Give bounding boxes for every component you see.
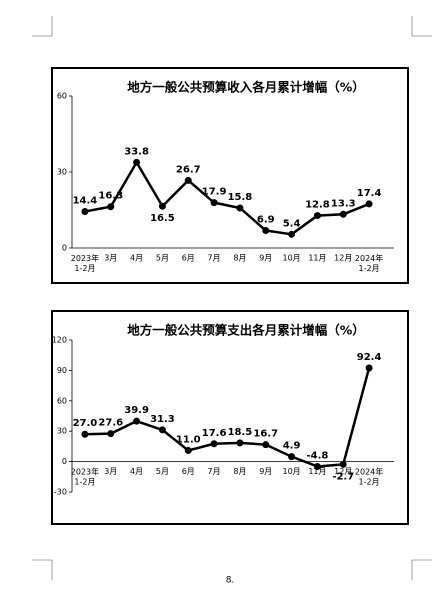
x-tick-label: 12月: [334, 254, 352, 263]
x-tick-label: 8月: [233, 467, 246, 476]
marker: [107, 430, 115, 438]
marker: [210, 199, 218, 207]
y-tick-label: 60: [57, 92, 67, 101]
data-label: 39.9: [124, 405, 149, 416]
data-label: 27.6: [98, 418, 123, 429]
data-label: 17.6: [202, 428, 227, 439]
chart-frame: [51, 310, 409, 525]
marker: [81, 430, 89, 438]
data-label: 14.4: [73, 196, 98, 207]
data-label: 6.9: [257, 215, 275, 226]
x-tick-label: 2023年 1-2月: [71, 253, 99, 273]
y-tick-label: 120: [52, 336, 67, 345]
marker: [365, 200, 373, 208]
marker: [288, 230, 296, 238]
y-tick-label: 0: [62, 457, 67, 466]
data-label: 17.4: [357, 188, 382, 199]
marker: [158, 202, 166, 210]
data-label: 13.3: [331, 198, 356, 209]
data-label: 16.7: [253, 429, 278, 440]
marker: [184, 446, 192, 454]
marker: [262, 227, 270, 235]
line: [84, 161, 370, 236]
x-tick-label: 5月: [156, 467, 169, 476]
marker: [313, 462, 321, 470]
x-tick-label: 4月: [130, 467, 143, 476]
data-label: 26.7: [176, 164, 201, 175]
marker: [184, 176, 192, 184]
marker: [313, 212, 321, 220]
x-tick-label: 3月: [104, 254, 117, 263]
marker: [210, 440, 218, 448]
crop-marks: [32, 16, 432, 580]
data-label: 27.0: [73, 418, 98, 429]
x-tick-label: 2024年 1-2月: [355, 253, 383, 273]
marker: [236, 204, 244, 212]
data-label: 15.8: [228, 192, 253, 203]
x-tick-label: 3月: [104, 467, 117, 476]
x-tick-label: 11月: [308, 467, 326, 476]
x-tick-label: 8月: [233, 254, 246, 263]
data-label: 4.9: [283, 441, 301, 452]
data-label: 17.9: [202, 187, 227, 198]
x-tick-label: 2024年 1-2月: [355, 466, 383, 486]
x-tick-label: 7月: [208, 254, 221, 263]
data-label: -4.8: [306, 450, 328, 461]
marker: [288, 453, 296, 461]
y-tick-label: 30: [57, 168, 67, 177]
x-tick-label: 6月: [182, 254, 195, 263]
data-label: 16.3: [98, 191, 123, 202]
marker: [262, 441, 270, 449]
data-label: 18.5: [228, 427, 253, 438]
x-tick-label: 10月: [282, 254, 300, 263]
data-label: 31.3: [150, 414, 175, 425]
marker: [133, 417, 141, 425]
marker: [158, 426, 166, 434]
x-tick-label: 9月: [259, 467, 272, 476]
marker: [236, 439, 244, 447]
marker: [133, 158, 141, 166]
marker: [339, 210, 347, 218]
data-label: 92.4: [357, 352, 382, 363]
chart-frame: [51, 67, 409, 284]
data-label: 5.4: [283, 218, 301, 229]
data-label: 33.8: [124, 146, 149, 157]
x-tick-label: 10月: [282, 467, 300, 476]
x-tick-label: 6月: [182, 467, 195, 476]
line: [84, 367, 371, 468]
y-tick-label: 0: [62, 244, 67, 253]
marker: [107, 203, 115, 211]
x-tick-label: 12月: [334, 467, 352, 476]
data-label: 11.0: [176, 434, 201, 445]
x-tick-label: 9月: [259, 254, 272, 263]
marker: [365, 364, 373, 372]
data-label: 12.8: [305, 200, 330, 211]
x-tick-label: 11月: [308, 254, 326, 263]
page-number: 8.: [226, 576, 235, 586]
marker: [81, 208, 89, 216]
x-tick-label: 7月: [208, 467, 221, 476]
y-tick-label: 90: [57, 366, 67, 375]
data-label: 16.5: [150, 213, 175, 224]
x-tick-label: 2023年 1-2月: [71, 466, 99, 486]
x-tick-label: 5月: [156, 254, 169, 263]
chart-title: 地方一般公共预算支出各月累计增幅（%）: [127, 323, 365, 338]
marker: [339, 460, 347, 468]
chart-title: 地方一般公共预算收入各月累计增幅（%）: [127, 80, 365, 95]
y-tick-label: 60: [57, 396, 67, 405]
data-label: -2.7: [332, 471, 354, 482]
y-tick-label: -30: [54, 488, 67, 497]
x-tick-label: 4月: [130, 254, 143, 263]
y-tick-label: 30: [57, 427, 67, 436]
